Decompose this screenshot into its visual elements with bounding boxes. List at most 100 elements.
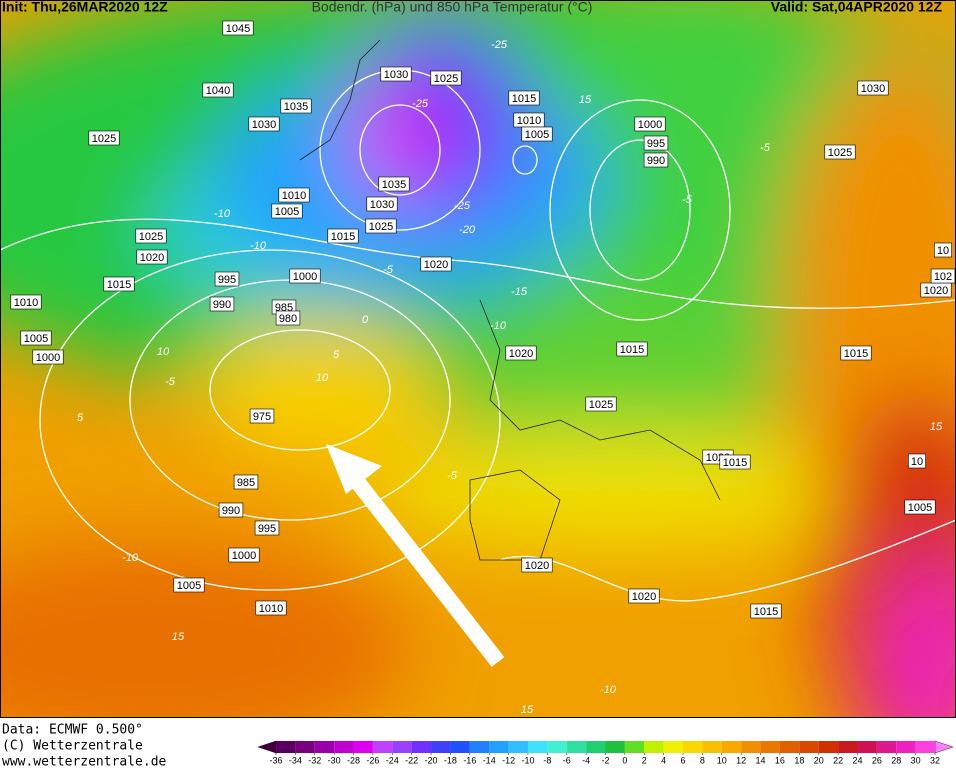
isobar-label-box [275, 310, 301, 326]
arrow-head [326, 444, 382, 494]
isobar-label-box [585, 396, 617, 412]
colorbar-bin [450, 741, 470, 753]
colorbar-bin [353, 741, 373, 753]
colorbar-tick-label: -16 [463, 755, 476, 765]
colorbar-bin [896, 741, 916, 753]
init-time: Init: Thu,26MAR2020 12Z [2, 0, 168, 15]
valid-time: Valid: Sat,04APR2020 12Z [771, 0, 943, 15]
isobar-label: 1015 [723, 457, 747, 469]
colorbar-bin [392, 741, 412, 753]
isobar-label-box [271, 203, 303, 219]
colorbar-bin [566, 741, 587, 753]
isobar-label: 990 [647, 155, 665, 167]
colorbar-tick-label: 18 [794, 755, 804, 765]
colorbar-bin [586, 741, 606, 753]
isobar-label: 1020 [140, 252, 164, 264]
isobar-label: 980 [279, 313, 297, 325]
isobar-label: 1030 [252, 119, 276, 131]
isobar-label: 1025 [369, 221, 393, 233]
isobar-label: 995 [647, 138, 665, 150]
isobar-label-box [378, 176, 410, 192]
colorbar-tick-label: -20 [425, 755, 438, 765]
isobar-label-box [420, 256, 452, 272]
temperature-label: 15 [521, 704, 534, 716]
colorbar-bin [276, 741, 296, 753]
colorbar-tick-label: -22 [405, 755, 418, 765]
isobar-label: 1030 [370, 199, 394, 211]
temperature-label: 5 [333, 349, 340, 361]
colorbar-tick-label: -8 [543, 755, 551, 765]
isobar-label-box [248, 116, 280, 132]
isobar-label-box [327, 228, 359, 244]
colorbar-bin [799, 741, 819, 753]
arrow [349, 475, 505, 667]
colorbar-tick-label: -36 [269, 755, 282, 765]
isobar-label-box [202, 82, 234, 98]
isobar-label: 975 [253, 411, 271, 423]
isobar-label-box [643, 135, 669, 151]
isobar-label: 985 [237, 477, 255, 489]
isobar-label: 1020 [525, 560, 549, 572]
colorbar-tick-label: -28 [347, 755, 360, 765]
isobar-label-box [10, 294, 42, 310]
isobar-label: 990 [213, 299, 231, 311]
isobar-label: 10 [911, 456, 923, 468]
isobar-label-box [904, 499, 936, 515]
isobar-label: 1020 [924, 285, 948, 297]
temperature-label: -5 [682, 194, 693, 206]
isobar-label-box [218, 502, 244, 518]
isobar-label-box [222, 20, 254, 36]
isobar-label-box [908, 453, 926, 469]
colorbar-tick-label: 0 [622, 755, 627, 765]
colorbar-bin [779, 741, 800, 753]
isobar-label-box [505, 345, 537, 361]
colorbar-tick-label: -34 [289, 755, 302, 765]
colorbar-tick-label: 22 [833, 755, 843, 765]
colorbar-tick-label: 6 [681, 755, 686, 765]
colorbar-tick-label: 28 [891, 755, 901, 765]
isobar-label: 1005 [177, 580, 201, 592]
colorbar-tick-label: -26 [366, 755, 379, 765]
isobar-label: 1010 [282, 190, 306, 202]
colorbar-bin [760, 741, 780, 753]
isobar-label: 1000 [293, 271, 317, 283]
colorbar-bin [702, 741, 722, 753]
isobar-label: 1005 [908, 502, 932, 514]
isobar-label: 1025 [434, 73, 458, 85]
website: www.wetterzentrale.de [2, 755, 167, 769]
colorbar-tick-label: 14 [756, 755, 766, 765]
isobar-label: 1020 [509, 348, 533, 360]
colorbar-bin [547, 741, 567, 753]
isobar-label-box [616, 341, 648, 357]
colorbar-under [257, 740, 277, 754]
temperature-label: -25 [412, 98, 429, 110]
temperature-label: 0 [362, 314, 369, 326]
temperature-label: -10 [122, 552, 139, 564]
colorbar-tick-label: 26 [872, 755, 882, 765]
isobar-label-box [289, 268, 321, 284]
isobar-label-box [209, 296, 235, 312]
colorbar-tick-label: -10 [521, 755, 534, 765]
isobar-label-box [930, 268, 956, 284]
isobar-label: 1000 [232, 550, 256, 562]
isobar-label: 1015 [331, 231, 355, 243]
temperature-label: 15 [172, 631, 185, 643]
isobar-label-box [643, 152, 669, 168]
isobar-label-box [214, 271, 240, 287]
colorbar-tick-label: -30 [328, 755, 341, 765]
isobar-label: 1015 [754, 606, 778, 618]
colorbar-tick-label: -6 [563, 755, 571, 765]
colorbar-bin [411, 741, 432, 753]
isobar-label-box [750, 603, 782, 619]
colorbar-bin [372, 741, 393, 753]
isobar-label: 1005 [275, 206, 299, 218]
colorbar-bin [605, 741, 625, 753]
isobar-label: 1040 [206, 85, 230, 97]
isobar-label-box [173, 577, 205, 593]
isobar-label: 995 [218, 274, 236, 286]
isobar-label: 1030 [861, 83, 885, 95]
colorbar-bin [624, 741, 645, 753]
isobar-label: 1020 [424, 259, 448, 271]
colorbar-tick-label: 12 [736, 755, 746, 765]
